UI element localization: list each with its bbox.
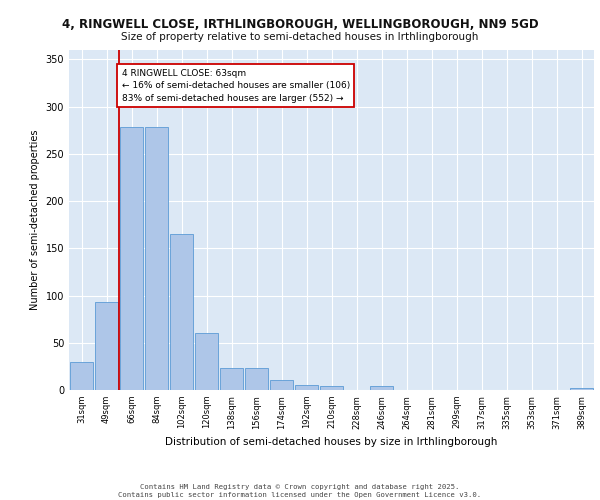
Bar [220, 368, 243, 390]
Bar [170, 234, 193, 390]
Bar [120, 128, 143, 390]
Bar [370, 386, 393, 390]
Y-axis label: Number of semi-detached properties: Number of semi-detached properties [30, 130, 40, 310]
Bar [270, 380, 293, 390]
Bar [570, 388, 593, 390]
Text: 4 RINGWELL CLOSE: 63sqm
← 16% of semi-detached houses are smaller (106)
83% of s: 4 RINGWELL CLOSE: 63sqm ← 16% of semi-de… [121, 69, 350, 103]
Bar [295, 386, 318, 390]
X-axis label: Distribution of semi-detached houses by size in Irthlingborough: Distribution of semi-detached houses by … [166, 437, 497, 447]
Bar [145, 128, 168, 390]
Text: Size of property relative to semi-detached houses in Irthlingborough: Size of property relative to semi-detach… [121, 32, 479, 42]
Bar [195, 334, 218, 390]
Bar [245, 368, 268, 390]
Text: Contains HM Land Registry data © Crown copyright and database right 2025.
Contai: Contains HM Land Registry data © Crown c… [118, 484, 482, 498]
Bar [320, 386, 343, 390]
Bar [95, 302, 118, 390]
Text: 4, RINGWELL CLOSE, IRTHLINGBOROUGH, WELLINGBOROUGH, NN9 5GD: 4, RINGWELL CLOSE, IRTHLINGBOROUGH, WELL… [62, 18, 538, 30]
Bar [70, 362, 93, 390]
